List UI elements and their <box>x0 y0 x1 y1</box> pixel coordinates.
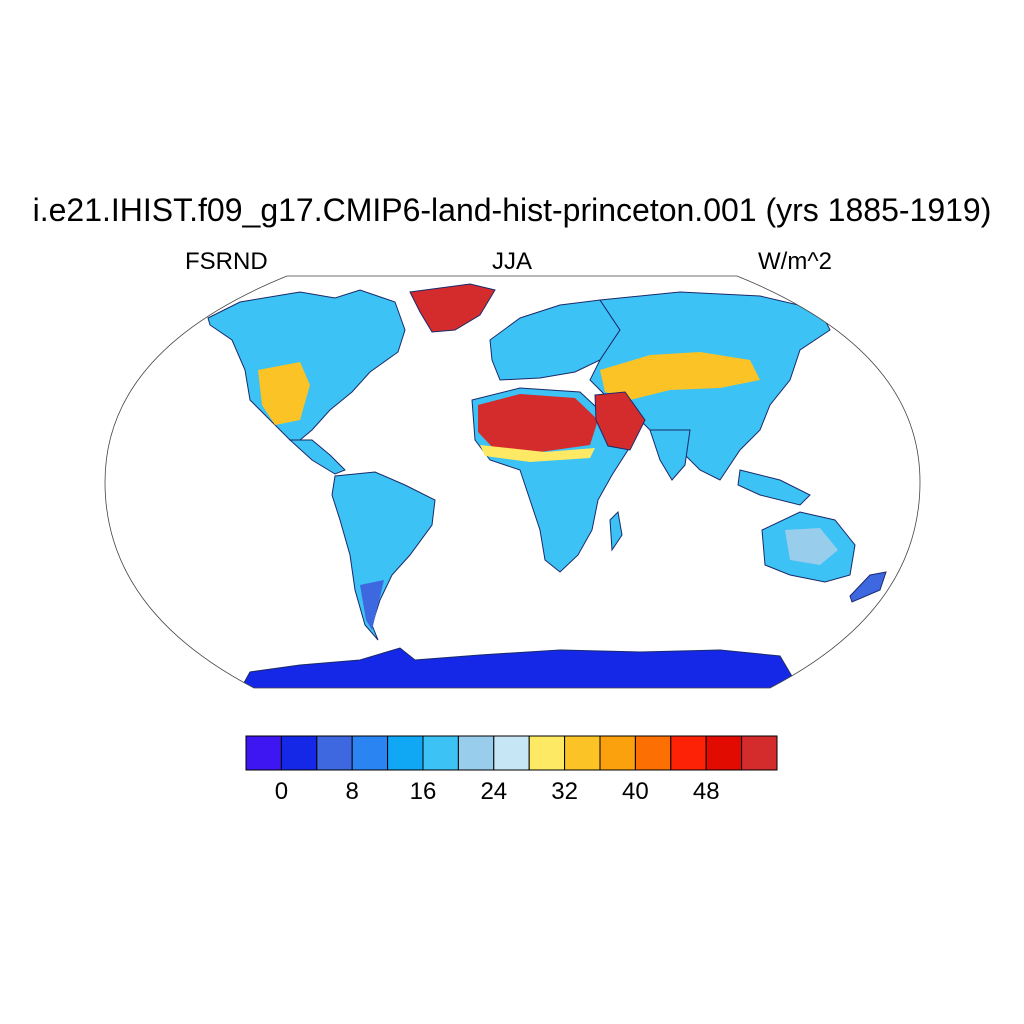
colorbar-tick-label: 24 <box>480 778 507 805</box>
colorbar-box-3 <box>351 735 389 771</box>
colorbar-tick-label: 0 <box>275 778 288 805</box>
region-central-america <box>288 439 346 475</box>
colorbar-box-2 <box>316 735 353 771</box>
map-outline <box>104 275 921 689</box>
region-india <box>649 429 691 481</box>
colorbar-box-13 <box>705 735 743 771</box>
region-madagascar <box>609 510 623 552</box>
region-sahara <box>478 394 598 452</box>
colorbar-box-14 <box>741 735 778 771</box>
colorbar-box-10 <box>599 735 636 771</box>
colorbar-box-4 <box>387 735 424 771</box>
colorbar-box-1 <box>280 735 318 771</box>
region-central-asia <box>600 352 760 400</box>
colorbar-box-12 <box>670 735 707 771</box>
region-usa-southwest <box>258 362 310 425</box>
season-label: JJA <box>491 248 532 275</box>
colorbar-tick-label: 40 <box>622 778 649 805</box>
colorbar-box-7 <box>493 735 530 771</box>
colorbar-box-8 <box>528 735 566 771</box>
region-greenland <box>409 283 496 333</box>
region-north-america <box>207 289 406 441</box>
colorbar-tick-label: 48 <box>693 778 720 805</box>
colorbar-box-11 <box>634 735 672 771</box>
figure-title: i.e21.IHIST.f09_g17.CMIP6-land-hist-prin… <box>32 192 992 228</box>
colorbar-boxes <box>245 735 778 771</box>
colorbar-box-9 <box>564 735 601 771</box>
region-sahel <box>480 445 595 462</box>
colorbar-tick-label: 8 <box>346 778 359 805</box>
variable-label: FSRND <box>185 248 268 275</box>
region-australia-interior <box>785 528 838 565</box>
colorbar-tick-label: 16 <box>410 778 437 805</box>
units-label: W/m^2 <box>758 248 832 275</box>
region-antarctica <box>239 647 801 688</box>
region-arabia <box>594 391 646 451</box>
region-patagonia <box>360 580 384 630</box>
colorbar-labels: 0 8 16 24 32 40 48 <box>275 778 720 805</box>
colorbar-box-6 <box>457 735 495 771</box>
region-se-asia <box>737 469 811 506</box>
colorbar-box-5 <box>422 735 459 771</box>
colorbar-box-0 <box>245 735 282 771</box>
region-new-zealand <box>849 571 887 603</box>
colorbar-tick-label: 32 <box>551 778 578 805</box>
